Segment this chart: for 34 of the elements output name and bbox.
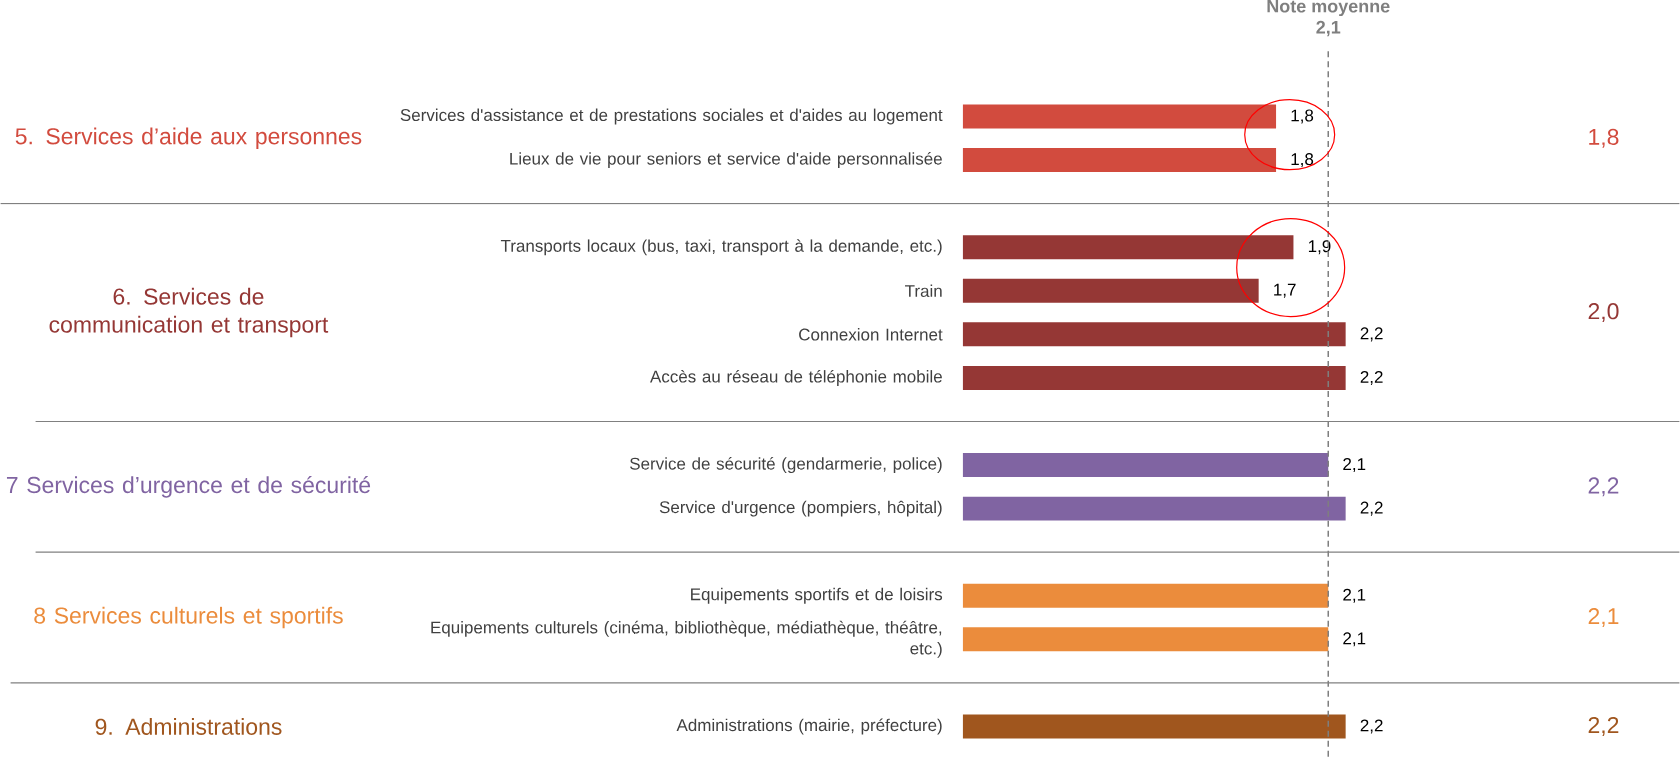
text: 7 Services d’urgence et de sécurité bbox=[6, 475, 371, 498]
data-label: 1,8 bbox=[1291, 109, 1314, 124]
text: 2,1 bbox=[1316, 20, 1341, 37]
y-tick-label: Services d'assistance et de prestations sociales et d'aides au logement bbox=[400, 108, 943, 125]
text: 2,1 bbox=[1588, 607, 1619, 627]
y-tick-label: Connexion Internet bbox=[799, 328, 943, 341]
text: 2,2 bbox=[1588, 716, 1619, 736]
ref-line-label: Note moyenne bbox=[1267, 0, 1390, 16]
y-tick-label: Train bbox=[905, 284, 942, 297]
data-label: 2,2 bbox=[1360, 370, 1383, 385]
text: 6. Services de communication et transport bbox=[49, 287, 329, 338]
text: 1,8 bbox=[1589, 128, 1619, 148]
data-label: 2,2 bbox=[1360, 327, 1383, 342]
data-label: 1,7 bbox=[1274, 283, 1296, 298]
data-label: 2,1 bbox=[1343, 588, 1366, 603]
y-tick-label: Service d'urgence (pompiers, hôpital) bbox=[659, 500, 942, 517]
y-tick-label: Service de sécurité (gendarmerie, police) bbox=[630, 456, 942, 473]
text: 5. Services d’aide aux personnes bbox=[15, 127, 362, 149]
y-tick-label: Transports locaux (bus, taxi, transport à la demande, etc.) bbox=[500, 239, 942, 256]
data-label: 2,1 bbox=[1343, 632, 1366, 647]
data-label: 1,9 bbox=[1308, 240, 1331, 255]
data-label: 2,1 bbox=[1343, 457, 1366, 472]
text: 2,2 bbox=[1588, 477, 1619, 497]
y-tick-label: Equipements culturels (cinéma, bibliothèque, médiathèque, théâtre, etc.) bbox=[431, 620, 942, 658]
text: 9. Administrations bbox=[95, 717, 282, 735]
data-label: 2,2 bbox=[1360, 719, 1383, 734]
data-label: 1,8 bbox=[1291, 152, 1314, 167]
y-tick-label: Lieux de vie pour seniors et service d'aide personnalisée bbox=[510, 151, 942, 168]
text: 8 Services culturels et sportifs bbox=[34, 606, 343, 629]
y-tick-label: Accès au réseau de téléphonie mobile bbox=[650, 369, 942, 386]
text: 2,0 bbox=[1588, 302, 1619, 322]
data-label: 2,2 bbox=[1360, 501, 1383, 516]
y-tick-label: Equipements sportifs et de loisirs bbox=[691, 587, 943, 604]
y-tick-label: Administrations (mairie, préfecture) bbox=[676, 718, 942, 735]
